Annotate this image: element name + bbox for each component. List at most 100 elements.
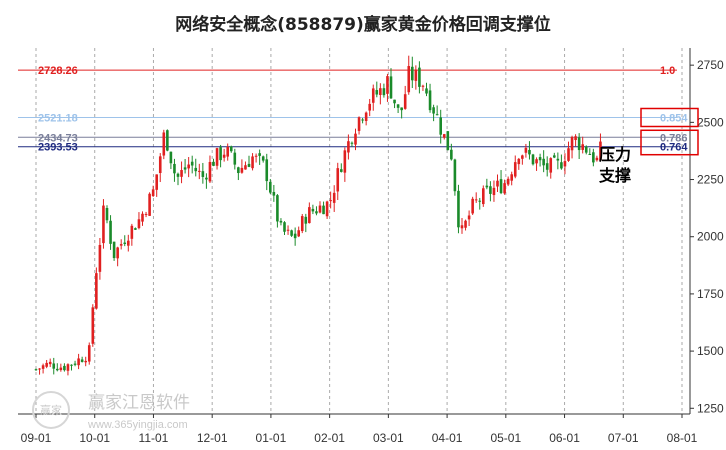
candle-body: [261, 156, 265, 161]
candle: [542, 150, 545, 173]
candle-body: [322, 205, 325, 215]
candle-body: [45, 362, 48, 367]
candle-body: [368, 103, 371, 111]
candle-body: [531, 154, 535, 165]
candle-body: [166, 130, 169, 151]
candle-body: [201, 171, 205, 177]
candle: [84, 356, 87, 367]
candle-body: [371, 88, 375, 103]
candle: [109, 215, 112, 250]
candle: [261, 155, 265, 163]
candle: [162, 129, 166, 160]
candle-body: [496, 180, 499, 187]
candle-body: [318, 205, 322, 213]
candle-body: [112, 241, 116, 259]
candle-body: [233, 152, 237, 165]
candle: [464, 219, 467, 231]
y-tick-label: 1250: [697, 401, 724, 415]
candle: [350, 141, 354, 147]
candle: [77, 353, 80, 370]
candle-body: [467, 215, 471, 220]
candle-body: [187, 164, 190, 169]
candle: [432, 104, 435, 122]
candle: [453, 158, 457, 196]
candle-body: [87, 345, 91, 362]
x-tick-label: 04-01: [432, 431, 463, 445]
candle: [119, 239, 123, 250]
candle-body: [237, 167, 240, 174]
candle: [123, 235, 127, 247]
candle: [524, 143, 528, 158]
candle-body: [109, 220, 112, 244]
candle: [233, 148, 237, 170]
candle-body: [400, 107, 403, 111]
candle-body: [290, 230, 293, 236]
candle: [411, 56, 414, 89]
x-tick-label: 10-01: [79, 431, 110, 445]
candle: [105, 205, 109, 224]
candle: [528, 141, 531, 160]
candle-body: [577, 137, 581, 151]
candle-body: [251, 156, 254, 169]
candle: [531, 153, 535, 166]
level-price-label: 2393.53: [38, 142, 78, 154]
candle-body: [354, 133, 357, 145]
candle-body: [205, 177, 208, 180]
candle-body: [510, 174, 513, 181]
candle: [311, 204, 315, 215]
candle: [308, 202, 311, 224]
level-ratio-label: 1.0: [660, 65, 675, 77]
candle: [361, 117, 364, 124]
candle-body: [485, 185, 489, 188]
candle: [254, 153, 258, 163]
level-boxes: [640, 107, 699, 156]
candle: [439, 109, 442, 144]
candle-body: [219, 147, 222, 161]
candle-body: [173, 163, 176, 174]
candle: [52, 357, 56, 375]
candle-body: [503, 183, 506, 194]
candle: [560, 154, 563, 170]
candle: [183, 158, 187, 174]
candle-body: [286, 229, 290, 231]
candle-body: [70, 364, 73, 366]
candle: [332, 185, 336, 212]
candle: [425, 82, 428, 97]
candle: [407, 55, 411, 95]
candle: [59, 363, 63, 372]
candle-body: [556, 158, 560, 161]
candle: [283, 221, 286, 236]
candle-body: [300, 216, 304, 232]
candle: [478, 197, 482, 210]
candle-body: [361, 119, 364, 121]
candle-body: [198, 170, 201, 172]
candle-body: [588, 153, 592, 155]
candle: [190, 155, 194, 174]
candle-body: [226, 146, 229, 157]
candle: [187, 157, 190, 178]
candle: [293, 227, 297, 246]
candle-body: [130, 225, 134, 239]
candle: [375, 81, 379, 98]
candle: [34, 368, 38, 371]
level-ratio-label: 0.786: [660, 132, 688, 144]
candle-body: [592, 152, 595, 163]
candle-body: [492, 187, 496, 196]
candle-body: [357, 117, 361, 131]
candle: [251, 153, 254, 171]
candle: [400, 107, 403, 119]
candle: [435, 105, 439, 116]
candle-body: [38, 368, 41, 370]
candle-body: [247, 163, 251, 167]
candle-body: [460, 225, 464, 229]
y-tick-label: 1500: [697, 344, 724, 358]
candle-body: [176, 173, 180, 177]
candle-body: [414, 69, 418, 81]
candle: [127, 234, 130, 252]
candle: [371, 84, 375, 111]
x-tick-label: 12-01: [197, 431, 228, 445]
candle: [300, 213, 304, 234]
level-price-label: 2521.18: [38, 112, 78, 124]
candle: [513, 155, 517, 179]
candle: [382, 83, 386, 98]
